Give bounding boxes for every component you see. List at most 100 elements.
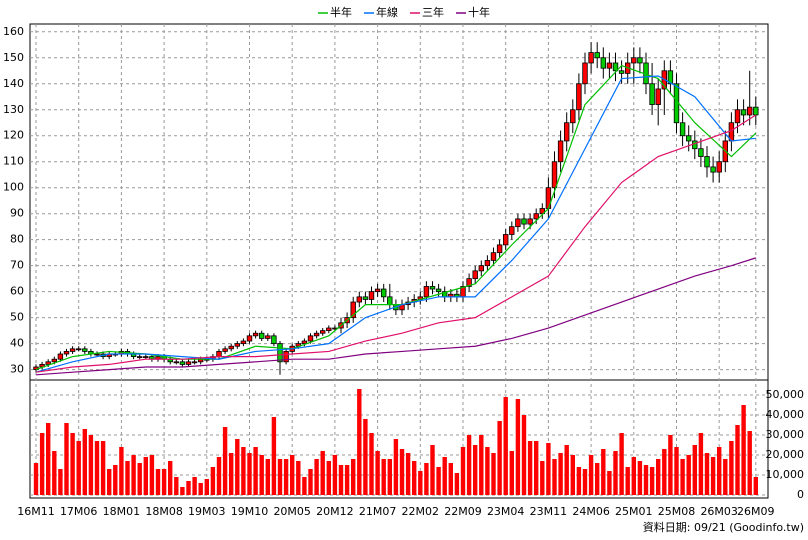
volume-bar [479,435,484,495]
candle-body [515,218,521,228]
x-tick-label: 18M01 [103,505,141,518]
volume-bar [265,459,270,495]
volume-bar [216,457,222,495]
candle-body [319,330,326,334]
x-tick-label: 23M11 [530,505,568,518]
candle-body [649,83,655,105]
candle-body [423,286,430,298]
x-tick-label: 24M06 [572,505,610,518]
volume-bar [332,455,338,495]
volume-bar [39,433,45,495]
volume-bar [320,451,325,495]
y2-tick-label: 40,000 [766,408,805,421]
candle-body [94,353,100,356]
y-tick-label: 130 [3,103,24,116]
source: 資料日期: 09/21 (Goodinfo.tw) [643,520,804,534]
volume-bar [460,447,466,495]
volume-bar [381,459,386,495]
volume-bar [70,433,75,495]
candle-body [228,345,234,350]
volume-bar [204,479,209,495]
legend-label: 半年 [330,5,352,19]
candle-body [234,343,240,347]
candle-body [582,62,588,85]
candle-body [527,218,533,225]
legend-label: 三年 [422,5,444,19]
volume-bar [540,461,545,495]
legend-label: 年線 [376,5,398,19]
volume-panel [29,379,769,499]
y-tick-label: 50 [10,311,24,324]
volume-bar [704,453,710,495]
x-tick-label: 18M08 [145,505,183,518]
x-tick-label: 17M06 [60,505,98,518]
candle-body [240,340,247,345]
candle-body [51,358,57,363]
volume-bar [357,389,362,495]
candle-body [618,70,625,74]
volume-bar [546,443,551,495]
volume-bar [405,453,411,495]
legend-label: 十年 [468,5,490,19]
volume-bar [222,427,228,495]
candle-body [716,161,722,173]
candle-body [686,135,692,142]
price-panel [29,23,769,381]
y-tick-label: 80 [10,233,24,246]
volume-bar [375,451,380,495]
candle-body [679,122,686,137]
candle-body [704,156,710,168]
volume-bar [271,417,277,495]
volume-bar [717,447,722,495]
y2-tick-label: 50,000 [766,388,805,401]
volume-bar [668,435,673,495]
volume-bar [418,471,423,495]
candle-body [374,288,381,293]
y-tick-label: 140 [3,77,24,90]
volume-bar [387,459,392,495]
candle-body [143,356,149,359]
volume-bar [534,441,539,495]
candle-body [588,52,594,64]
volume-bar [576,467,582,495]
volume-bar [393,439,399,495]
volume-bar [552,459,557,495]
volume-bar [442,457,447,495]
candle-body [82,348,88,352]
volume-bar [692,445,697,495]
volume-bar [137,463,142,495]
volume-bar [235,439,240,495]
volume-bar [363,419,368,495]
candle-body [216,351,222,358]
candle-body [692,140,698,150]
candle-body [570,109,576,124]
candle-body [271,335,277,345]
y2-tick-label: 10,000 [766,468,805,481]
volume-bar [497,421,502,495]
x-tick-label: 16M11 [17,505,55,518]
volume-bar [564,445,569,495]
volume-bar [168,461,173,495]
volume-bar [570,455,575,495]
volume-bar [119,447,124,495]
volume-bar [747,431,752,495]
volume-bar [454,473,460,495]
candle-body [539,208,545,215]
volume-bar [149,455,155,495]
volume-bar [521,415,527,495]
x-tick-label: 26M03 [700,505,738,518]
volume-bar [503,397,508,495]
volume-bar [155,469,161,495]
y-tick-label: 40 [10,337,24,350]
candle-body [502,234,509,246]
candle-body [380,288,387,298]
volume-bar [741,405,746,495]
candle-body [472,270,478,280]
volume-bar [515,399,521,495]
volume-bar [399,449,405,495]
volume-bar [308,469,313,495]
volume-bar [588,455,594,495]
candle-body [612,62,619,72]
ma-line [35,75,756,373]
